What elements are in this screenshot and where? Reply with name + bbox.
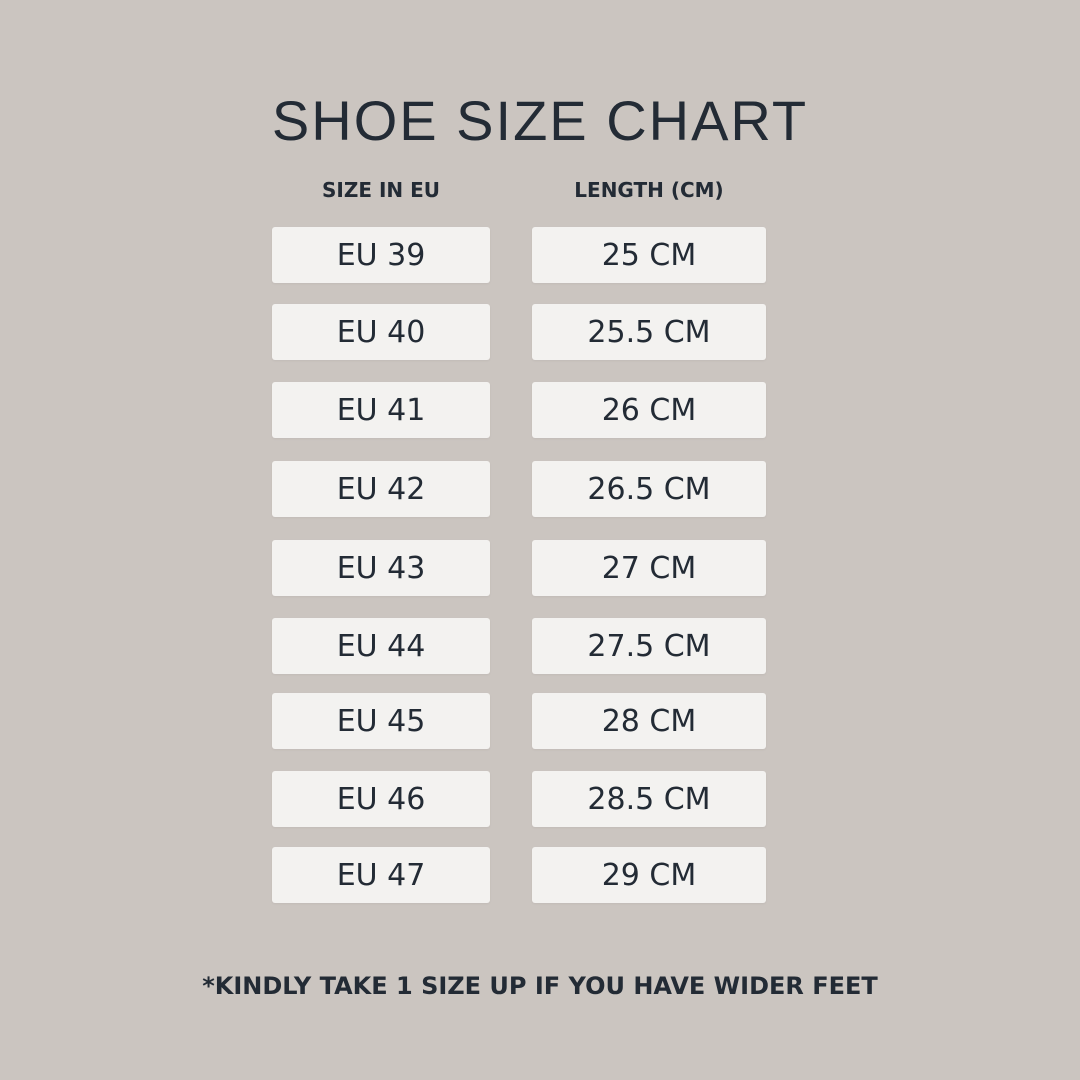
size-cell: EU 40 (272, 304, 490, 360)
length-cell: 28.5 CM (532, 771, 766, 827)
size-cell: EU 47 (272, 847, 490, 903)
length-cell: 26.5 CM (532, 461, 766, 517)
column-header-size: SIZE IN EU (321, 178, 441, 202)
size-cell: EU 45 (272, 693, 490, 749)
size-cell: EU 39 (272, 227, 490, 283)
size-cell: EU 43 (272, 540, 490, 596)
length-cell: 25.5 CM (532, 304, 766, 360)
length-cell: 26 CM (532, 382, 766, 438)
length-cell: 29 CM (532, 847, 766, 903)
length-cell: 25 CM (532, 227, 766, 283)
column-header-length: LENGTH (CM) (574, 178, 724, 202)
size-cell: EU 44 (272, 618, 490, 674)
length-cell: 27 CM (532, 540, 766, 596)
chart-title: SHOE SIZE CHART (271, 89, 809, 152)
size-cell: EU 42 (272, 461, 490, 517)
length-cell: 27.5 CM (532, 618, 766, 674)
size-cell: EU 41 (272, 382, 490, 438)
length-cell: 28 CM (532, 693, 766, 749)
size-cell: EU 46 (272, 771, 490, 827)
footnote: *KINDLY TAKE 1 SIZE UP IF YOU HAVE WIDER… (202, 972, 878, 1000)
